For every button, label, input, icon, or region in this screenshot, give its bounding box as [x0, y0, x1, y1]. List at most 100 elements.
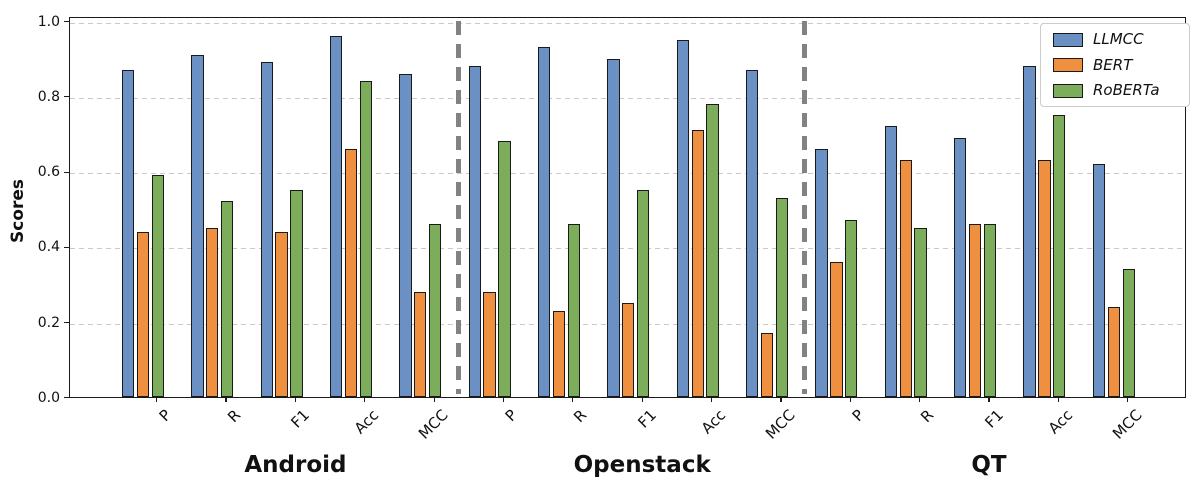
gridline-y-1.0 — [70, 22, 1185, 24]
plot-area — [69, 17, 1186, 398]
x-tick-label-android-r: R — [223, 406, 244, 427]
bar-roberta-qt-acc — [1053, 115, 1066, 397]
group-label-openstack: Openstack — [573, 452, 711, 478]
x-tick-mark-openstack-p — [502, 398, 505, 402]
y-tick-label-0.4: 0.4 — [37, 239, 60, 256]
group-label-android: Android — [244, 452, 347, 478]
legend-item-llmcc: LLMCC — [1053, 32, 1179, 47]
x-tick-label-qt-p: P — [848, 406, 869, 426]
x-tick-label-android-acc: Acc — [351, 406, 383, 438]
bar-bert-qt-f1 — [968, 224, 982, 397]
bar-bert-android-f1 — [275, 231, 288, 397]
gridline-y-0.4 — [70, 248, 1185, 250]
bar-llmcc-android-mcc — [399, 73, 412, 397]
bar-bert-openstack-p — [483, 291, 496, 397]
bar-llmcc-openstack-r — [537, 47, 551, 397]
x-tick-mark-openstack-f1 — [641, 398, 643, 402]
y-tick-label-0.0: 0.0 — [37, 389, 60, 406]
x-tick-mark-android-mcc — [433, 398, 435, 402]
bar-roberta-android-r — [220, 201, 234, 397]
y-tick-label-0.8: 0.8 — [37, 88, 60, 105]
group-separator-1 — [455, 21, 461, 394]
x-tick-label-qt-r: R — [917, 406, 938, 427]
bar-llmcc-openstack-mcc — [746, 69, 759, 397]
y-tick-mark-0.6 — [64, 171, 69, 173]
x-tick-label-openstack-p: P — [502, 406, 522, 426]
legend-label-bert: BERT — [1093, 55, 1133, 74]
legend-swatch-llmcc — [1053, 32, 1083, 47]
bar-llmcc-qt-p — [815, 148, 828, 397]
x-tick-label-openstack-r: R — [570, 406, 591, 427]
y-tick-label-0.6: 0.6 — [37, 164, 60, 181]
x-tick-label-qt-acc: Acc — [1044, 406, 1077, 438]
bar-bert-android-mcc — [414, 291, 427, 397]
x-tick-mark-openstack-acc — [710, 398, 713, 402]
y-tick-mark-0.8 — [64, 96, 69, 98]
bar-bert-qt-r — [899, 160, 912, 397]
x-tick-label-android-p: P — [155, 406, 175, 426]
bar-llmcc-android-f1 — [260, 62, 273, 397]
legend-item-bert: BERT — [1053, 55, 1179, 74]
x-tick-mark-android-p — [156, 398, 158, 402]
bar-llmcc-qt-r — [884, 126, 898, 397]
x-tick-mark-qt-r — [919, 398, 921, 402]
bar-roberta-android-acc — [359, 81, 372, 397]
bar-llmcc-qt-mcc — [1092, 163, 1106, 397]
bar-bert-android-acc — [344, 148, 358, 397]
bar-bert-qt-mcc — [1107, 306, 1120, 397]
bar-roberta-openstack-f1 — [637, 190, 650, 397]
y-tick-mark-0.0 — [64, 397, 69, 399]
x-tick-label-openstack-mcc: MCC — [761, 406, 799, 443]
x-tick-mark-openstack-mcc — [780, 398, 782, 402]
group-separator-2 — [802, 21, 807, 394]
bar-roberta-openstack-p — [498, 141, 511, 397]
bar-llmcc-qt-acc — [1023, 66, 1036, 397]
y-tick-mark-0.4 — [64, 246, 69, 248]
bar-roberta-android-p — [151, 175, 164, 397]
bar-roberta-openstack-r — [567, 224, 580, 397]
gridline-y-0.8 — [70, 97, 1185, 99]
legend-swatch-bert — [1053, 58, 1083, 72]
bar-llmcc-openstack-acc — [676, 39, 689, 397]
y-tick-mark-1.0 — [64, 21, 69, 23]
legend-label-roberta: RoBERTa — [1093, 81, 1160, 99]
x-tick-label-qt-f1: F1 — [981, 406, 1007, 432]
bar-bert-openstack-f1 — [622, 303, 635, 397]
bar-bert-android-r — [206, 227, 219, 397]
x-tick-label-android-mcc: MCC — [415, 406, 452, 443]
bar-roberta-qt-p — [845, 220, 858, 397]
bar-llmcc-android-acc — [329, 36, 343, 397]
x-tick-mark-android-f1 — [294, 398, 296, 402]
bar-roberta-android-f1 — [290, 190, 303, 397]
bar-bert-openstack-acc — [691, 130, 704, 397]
bar-bert-android-p — [136, 231, 149, 397]
x-tick-mark-qt-mcc — [1127, 398, 1129, 402]
legend-label-llmcc: LLMCC — [1093, 30, 1144, 48]
bar-llmcc-android-p — [121, 69, 135, 397]
y-tick-label-0.2: 0.2 — [37, 314, 60, 331]
x-tick-label-openstack-f1: F1 — [634, 406, 660, 432]
bar-bert-openstack-r — [552, 310, 566, 397]
x-tick-label-qt-mcc: MCC — [1108, 406, 1146, 443]
bar-llmcc-openstack-p — [468, 66, 481, 397]
bar-roberta-openstack-acc — [706, 103, 719, 397]
bar-roberta-openstack-mcc — [775, 197, 789, 397]
legend-swatch-roberta — [1053, 83, 1083, 98]
y-tick-label-1.0: 1.0 — [37, 13, 60, 30]
x-tick-label-openstack-acc: Acc — [697, 406, 730, 438]
x-tick-mark-android-r — [225, 398, 227, 402]
legend-item-roberta: RoBERTa — [1053, 83, 1179, 98]
x-tick-label-android-f1: F1 — [287, 406, 314, 432]
y-tick-mark-0.2 — [64, 321, 69, 324]
bar-llmcc-android-r — [191, 54, 204, 397]
legend: LLMCC BERT RoBERTa — [1040, 23, 1190, 107]
group-label-qt: QT — [971, 452, 1007, 478]
bar-bert-qt-acc — [1038, 160, 1051, 397]
bar-bert-openstack-mcc — [760, 333, 774, 397]
x-tick-mark-android-acc — [364, 398, 366, 402]
bar-roberta-android-mcc — [428, 224, 442, 397]
gridline-y-0.6 — [70, 173, 1185, 175]
bar-roberta-qt-r — [914, 227, 927, 397]
x-tick-mark-qt-p — [849, 398, 851, 402]
